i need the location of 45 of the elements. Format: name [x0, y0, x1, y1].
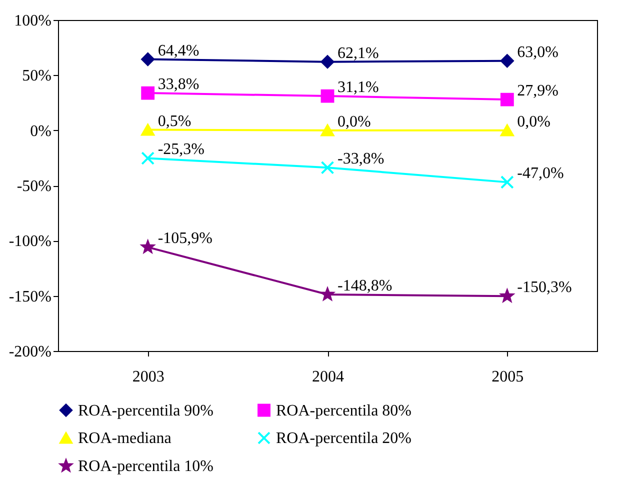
point: [500, 54, 514, 68]
data-label: 64,4%: [158, 42, 200, 60]
point: [320, 124, 334, 136]
point: [320, 160, 334, 174]
point: [500, 124, 514, 136]
data-label: 33,8%: [158, 76, 200, 94]
point: [141, 240, 154, 253]
point: [320, 89, 334, 103]
point: [321, 288, 334, 300]
data-label: 0,0%: [338, 113, 371, 130]
y-tick-label: -200%: [8, 344, 52, 360]
y-tick-label: 0%: [30, 122, 52, 140]
point: [500, 289, 514, 302]
data-label: -150,3%: [517, 279, 572, 296]
data-label: -33,8%: [338, 150, 384, 168]
point: [141, 86, 155, 100]
data-label: 27,9%: [517, 82, 558, 100]
y-tick-label: 50%: [22, 68, 52, 85]
data-label: -47,0%: [517, 165, 564, 182]
y-tick-label: -150%: [8, 288, 52, 306]
point: [500, 92, 514, 106]
data-label: 62,1%: [338, 44, 379, 62]
legend-label: ROA-percentila 90%: [78, 402, 214, 420]
point: [141, 152, 155, 165]
point: [320, 55, 334, 69]
point: [141, 124, 155, 136]
data-label: 0,5%: [158, 112, 192, 130]
x-tick-label: 2003: [132, 368, 164, 386]
legend-label: ROA-percentila 20%: [276, 430, 412, 447]
data-label: -105,9%: [158, 230, 212, 248]
x-tick-label: 2005: [492, 368, 524, 386]
data-label: 63,0%: [517, 44, 558, 61]
data-label: -25,3%: [158, 141, 204, 158]
y-tick-label: -100%: [8, 233, 52, 250]
point: [141, 52, 155, 66]
legend-label: ROA-percentila 10%: [78, 458, 214, 475]
y-tick-label: 100%: [14, 12, 52, 30]
legend-label: ROA-percentila 80%: [276, 402, 412, 420]
y-tick-label: -50%: [16, 178, 52, 195]
legend-label: ROA-mediana: [78, 430, 172, 447]
data-label: 0,0%: [517, 113, 550, 130]
data-label: 31,1%: [338, 79, 379, 96]
data-label: -148,8%: [338, 278, 392, 295]
point: [500, 175, 514, 189]
x-tick-label: 2004: [312, 368, 344, 386]
